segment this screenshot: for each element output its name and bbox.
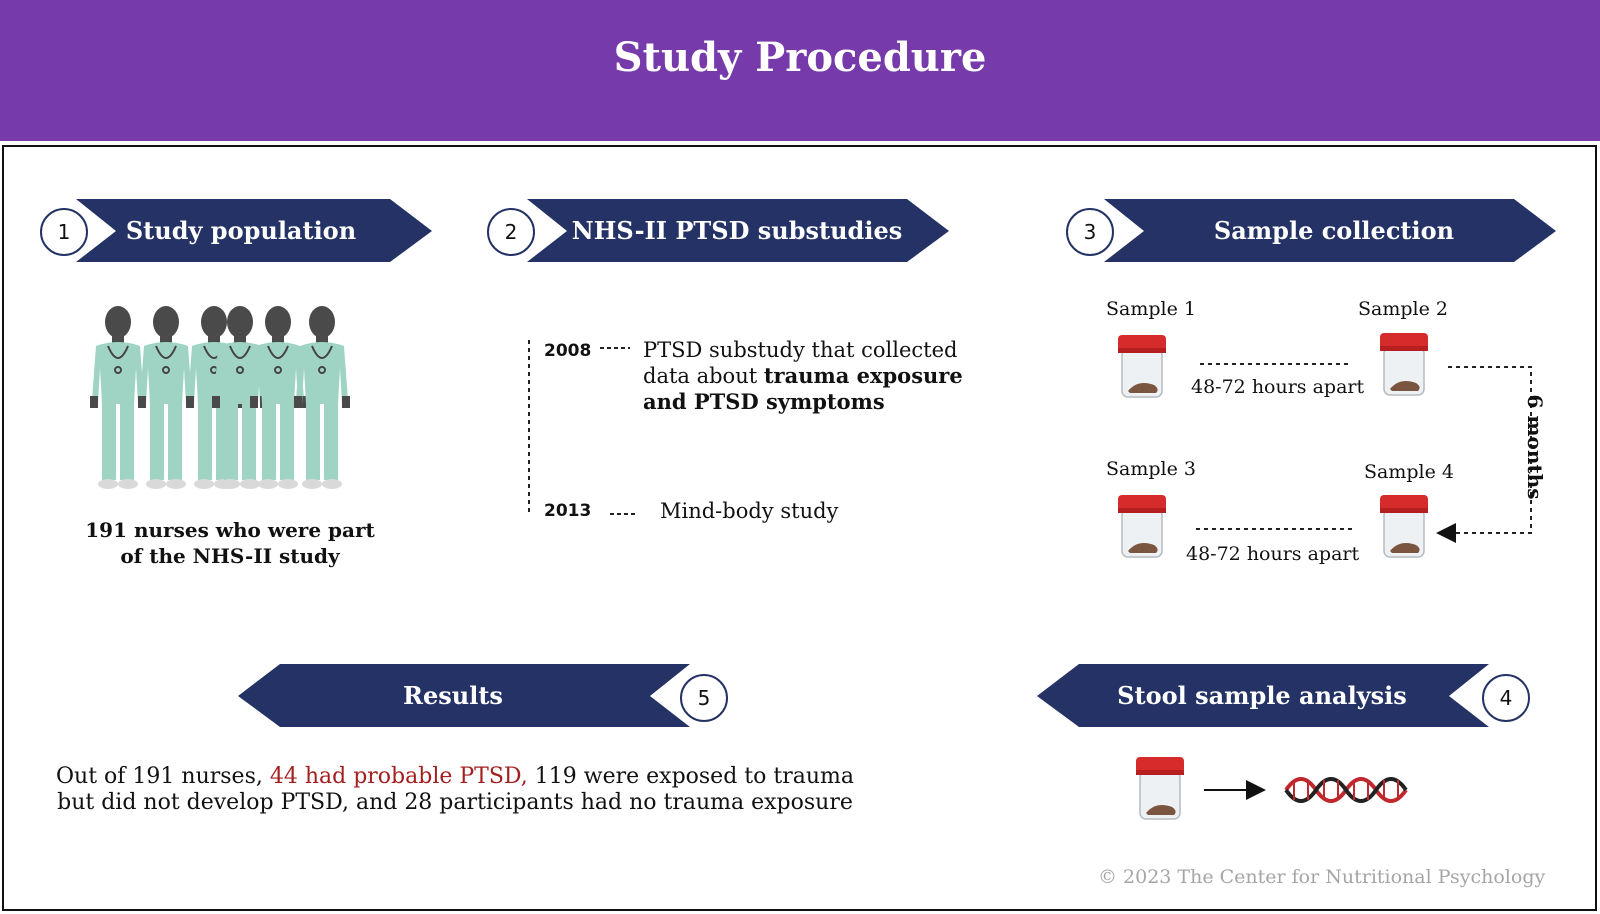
sample-4-label: Sample 4 [1364,461,1454,483]
analysis-jar-icon [1135,756,1185,820]
step-1-label: Study population [125,216,357,245]
step-5-label: Results [403,681,503,710]
step-2-label: NHS-II PTSD substudies [571,216,903,245]
timeline-year-2008: 2008 [544,341,592,361]
step-2-banner: NHS-II PTSD substudies [527,199,951,263]
copyright-notice: © 2023 The Center for Nutritional Psycho… [1098,866,1546,888]
header-bar [0,0,1600,141]
page-title: Study Procedure [613,34,987,81]
step-1-number: 1 [40,208,88,256]
results-highlight: 44 had probable PTSD, [269,764,528,789]
step-5-banner: Results [238,664,692,728]
interval-label-1: 48-72 hours apart [1191,376,1365,398]
step-3-label: Sample collection [1213,216,1455,245]
interval-label-2: 48-72 hours apart [1186,543,1360,565]
step-3-banner: Sample collection [1104,199,1558,263]
step-2-number: 2 [487,208,535,256]
sample-3-label: Sample 3 [1106,458,1196,480]
content-frame [2,145,1597,911]
sample-1-jar-icon [1117,334,1167,398]
sample-4-jar-icon [1379,494,1429,558]
step-3-number: 3 [1066,208,1114,256]
timeline-lines [528,340,636,515]
gap-label: 6 months [1523,394,1547,500]
timeline-2013-text: Mind-body study [660,499,839,523]
sample-2-label: Sample 2 [1358,298,1448,320]
dna-icon [1284,777,1408,803]
timeline-year-2013: 2013 [544,501,592,521]
step-4-number: 4 [1482,674,1530,722]
results-text: Out of 191 nurses, 44 had probable PTSD,… [56,764,854,815]
step-4-banner: Stool sample analysis [1037,664,1491,728]
step-4-label: Stool sample analysis [1117,681,1407,710]
population-caption: 191 nurses who were part of the NHS-II s… [85,518,375,568]
sample-3-jar-icon [1117,494,1167,558]
step-1-banner: Study population [76,199,434,263]
step-5-number: 5 [680,674,728,722]
sample-1-label: Sample 1 [1106,298,1196,320]
timeline-2008-text: PTSD substudy that collected data about … [643,338,963,414]
sample-2-jar-icon [1379,332,1429,396]
